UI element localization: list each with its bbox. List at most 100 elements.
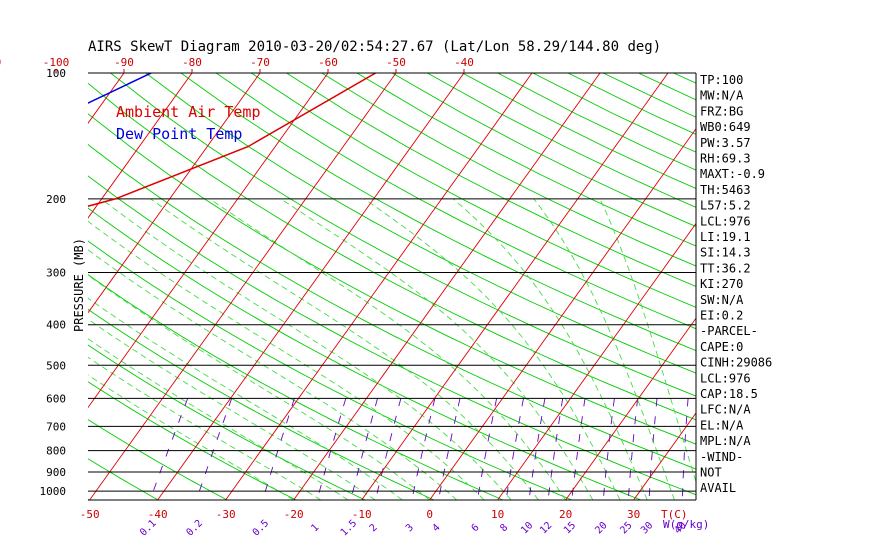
isotherm-line — [361, 73, 669, 500]
legend-dewpoint: Dew Point Temp — [116, 125, 242, 143]
dry-adiabat — [88, 113, 696, 445]
mixing-ratio-tick-label: 6 — [470, 522, 482, 534]
stability-index: -WIND- — [700, 450, 743, 464]
mixing-ratio-line — [411, 398, 436, 500]
dry-adiabat — [88, 82, 696, 421]
moist-adiabat — [88, 249, 458, 500]
isotherm-lines — [0, 73, 870, 500]
moist-adiabat — [88, 356, 322, 500]
dry-adiabat — [0, 73, 20, 500]
dry-adiabat — [88, 344, 366, 500]
pressure-tick-label: 400 — [46, 319, 66, 332]
stability-index: TH:5463 — [700, 183, 751, 197]
sounding-series — [88, 73, 376, 207]
ambient-temp-line — [88, 73, 376, 207]
moist-adiabat — [88, 338, 349, 500]
dry-adiabat — [110, 73, 696, 397]
stability-index: FRZ:BG — [700, 104, 743, 118]
isotherm-line — [770, 73, 870, 500]
mixing-ratio-tick-label: 8 — [498, 522, 510, 534]
y-axis-label: PRESSURE (MB) — [72, 238, 86, 332]
mixing-ratio-line — [437, 398, 461, 500]
moist-adiabat — [88, 274, 430, 500]
moist-adiabat — [533, 198, 675, 500]
mixing-ratio-tick-label: 1 — [309, 522, 321, 534]
stability-index: RH:69.3 — [700, 152, 751, 166]
pressure-tick-label: 100 — [46, 67, 66, 80]
stability-index: CAP:18.5 — [700, 387, 758, 401]
pressure-tick-label: 1000 — [40, 485, 67, 498]
stability-index: LFC:N/A — [700, 403, 751, 417]
pressure-tick-labels: 100 200 300 400 500 600 700 800 900 1000 — [40, 67, 67, 498]
pressure-tick-label: 300 — [46, 267, 66, 280]
legend: Ambient Air Temp Dew Point Temp — [116, 103, 261, 143]
stability-index: WB0:649 — [700, 120, 751, 134]
top-temp-tick-label: -40 — [454, 56, 474, 69]
moist-adiabat — [88, 297, 403, 500]
moist-adiabat-lines — [88, 198, 696, 500]
bottom-temp-tick-label: -20 — [284, 508, 304, 521]
dry-adiabat — [88, 175, 696, 496]
isotherm-line — [497, 222, 696, 500]
bottom-temp-tick-label: -10 — [352, 508, 372, 521]
stability-index: MAXT:-0.9 — [700, 167, 765, 181]
bottom-temp-tick-labels: -50 -40 -30 -20 -10 0 10 20 30 — [80, 508, 641, 521]
pressure-tick-label: 700 — [46, 420, 66, 433]
stability-index: NOT — [700, 466, 722, 480]
isotherm-line — [225, 73, 533, 500]
mixing-ratio-line — [602, 398, 615, 500]
mixing-ratio-line — [627, 398, 639, 500]
mixing-ratio-line — [262, 398, 295, 500]
moist-adiabat — [452, 198, 648, 500]
stability-index: MW:N/A — [700, 89, 744, 103]
pressure-tick-label: 600 — [46, 392, 66, 405]
dry-adiabat — [88, 274, 504, 500]
moist-adiabat — [88, 374, 294, 500]
dry-adiabat — [462, 73, 696, 190]
isotherm-line — [88, 73, 193, 219]
mixing-ratio-tick-label: 4 — [431, 522, 443, 534]
pressure-tick-label: 900 — [46, 466, 66, 479]
mixing-ratio-tick-label: 25 — [618, 520, 634, 536]
mixing-ratio-tick-label: 20 — [593, 520, 609, 536]
legend-ambient: Ambient Air Temp — [116, 103, 261, 121]
mixing-ratio-lines — [149, 398, 689, 500]
dry-adiabat — [427, 73, 696, 208]
mixing-ratio-line — [375, 398, 402, 500]
dry-adiabat — [145, 73, 696, 374]
mixing-ratio-line — [505, 398, 524, 500]
mixing-ratio-line — [547, 398, 564, 500]
moist-adiabat — [100, 198, 512, 500]
mixing-ratio-line — [149, 398, 189, 500]
stability-index: LI:19.1 — [700, 230, 751, 244]
bottom-temp-tick-label: 0 — [426, 508, 433, 521]
bottom-temp-tick-label: 20 — [559, 508, 572, 521]
dry-adiabat-lines — [0, 73, 870, 500]
dry-adiabat — [814, 73, 870, 500]
isotherm-line — [0, 73, 56, 500]
bottom-temp-tick-label: 30 — [627, 508, 640, 521]
bottom-temp-tick-label: 10 — [491, 508, 504, 521]
stability-index: TP:100 — [700, 73, 743, 87]
mixing-ratio-line — [316, 398, 347, 500]
dry-adiabat — [286, 73, 696, 287]
dry-adiabat — [850, 73, 870, 500]
dry-adiabat — [251, 73, 696, 308]
isotherm-line — [88, 73, 261, 314]
stability-index: SI:14.3 — [700, 246, 751, 260]
pressure-tick-label: 200 — [46, 193, 66, 206]
dry-adiabat — [215, 73, 696, 330]
mixing-ratio-line — [571, 398, 586, 500]
stability-index: KI:270 — [700, 277, 743, 291]
moist-adiabat — [280, 198, 594, 500]
moist-adiabat — [599, 198, 696, 484]
mixing-ratio-tick-label: 3 — [404, 522, 416, 534]
mixing-ratio-line — [681, 398, 689, 500]
dry-adiabat — [638, 73, 696, 101]
moist-adiabat — [209, 198, 566, 500]
mixing-ratio-tick-label: 0.5 — [251, 518, 272, 539]
stability-index: CAPE:0 — [700, 340, 743, 354]
pressure-tick-label: 800 — [46, 445, 66, 458]
stability-index: MPL:N/A — [700, 434, 751, 448]
dry-adiabat — [88, 419, 228, 500]
